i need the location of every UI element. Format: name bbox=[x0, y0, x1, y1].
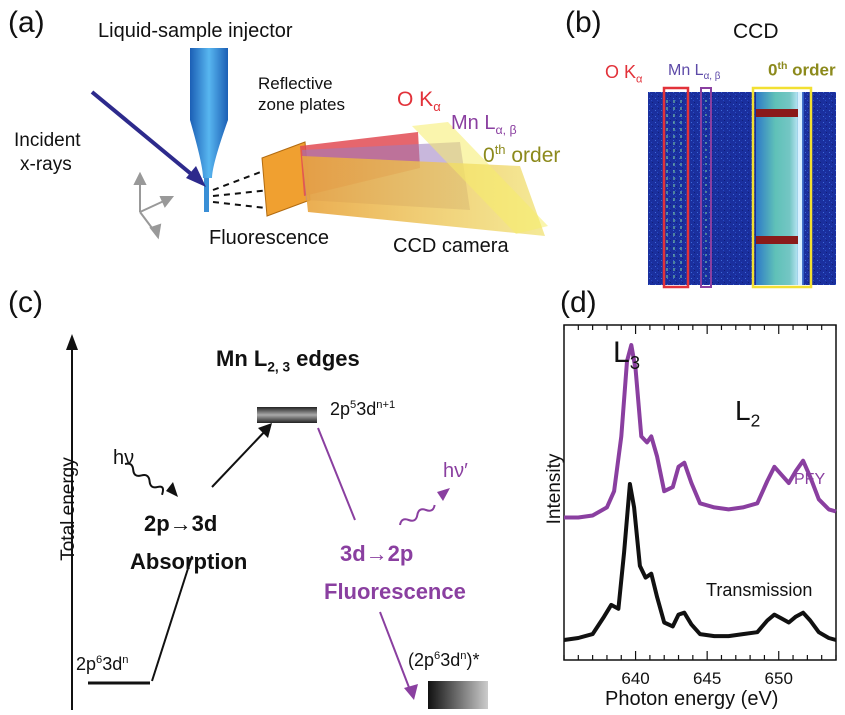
fluorescence-process-label: Fluorescence bbox=[324, 579, 466, 604]
panel-d-label: (d) bbox=[560, 286, 597, 319]
zeroth-box bbox=[751, 86, 813, 289]
mnl-box bbox=[700, 87, 712, 288]
incident-label-2: x-rays bbox=[20, 154, 72, 175]
incoming-photon-wave bbox=[124, 462, 164, 496]
hv-prime-label: hν′ bbox=[443, 460, 468, 482]
x-tick-label: 645 bbox=[693, 669, 721, 688]
ccd-camera-plane bbox=[412, 122, 548, 234]
series-transmission-line bbox=[563, 482, 837, 642]
panel-a-zeroth-label: 0th order bbox=[483, 142, 561, 167]
final-state-label: (2p63dn)* bbox=[408, 650, 480, 670]
panel-c-label: (c) bbox=[8, 286, 43, 319]
zone-plates-label-1: Reflective bbox=[258, 74, 333, 93]
panel-b-ok-label: O Kα bbox=[605, 62, 643, 86]
panel-b-mnl-label: Mn Lα, β bbox=[668, 62, 721, 83]
ccd-title: CCD bbox=[733, 20, 779, 43]
excited-state-label: 2p53dn+1 bbox=[330, 399, 396, 419]
absorption-transition: 2p→3d bbox=[144, 511, 218, 536]
outgoing-photon-wave bbox=[399, 504, 436, 526]
panel-a-label: (a) bbox=[8, 6, 45, 39]
chart-frame bbox=[563, 324, 837, 661]
x-tick-label: 650 bbox=[765, 669, 793, 688]
absorption-arrow-head bbox=[258, 423, 272, 438]
energy-axis-arrow bbox=[66, 334, 78, 350]
ground-state-label: 2p63dn bbox=[76, 654, 129, 674]
liquid-jet bbox=[204, 178, 209, 212]
absorption-label: Absorption bbox=[130, 549, 248, 574]
axes-icon bbox=[133, 171, 175, 240]
edges-title: Mn L2, 3 edges bbox=[216, 346, 360, 375]
ccd-mask-bottom bbox=[756, 236, 798, 244]
pfy-legend: PFY bbox=[794, 471, 826, 488]
fluorescence-label: Fluorescence bbox=[209, 227, 330, 249]
incident-arrow-head bbox=[186, 166, 206, 187]
ok-box bbox=[662, 86, 690, 289]
fluorescence-transition: 3d→2p bbox=[340, 541, 414, 566]
fluorescence-arrow-head bbox=[404, 684, 418, 700]
x-tick-label: 640 bbox=[621, 669, 649, 688]
l2-label: L2 bbox=[735, 395, 761, 431]
panel-b-label: (b) bbox=[565, 6, 602, 39]
chart-ylabel: Intensity bbox=[544, 453, 565, 525]
chart-xlabel: Photon energy (eV) bbox=[605, 688, 779, 710]
excited-state-level bbox=[257, 407, 317, 423]
ccd-mask-top bbox=[756, 109, 798, 117]
ccd-camera-label: CCD camera bbox=[393, 235, 509, 257]
panel-b-zeroth-label: 0th order bbox=[768, 60, 836, 80]
panel-a-mnl-label: Mn Lα, β bbox=[451, 112, 517, 137]
l3-label: L3 bbox=[613, 336, 641, 373]
incident-label-1: Incident bbox=[14, 130, 81, 151]
chart-plot-area: 640 645 650 bbox=[563, 324, 837, 688]
final-state-level bbox=[428, 681, 488, 709]
series-pfy-line bbox=[564, 343, 837, 520]
zone-plates-label-2: zone plates bbox=[258, 95, 345, 114]
injector-nozzle bbox=[190, 48, 228, 178]
panel-a-ok-label: O Kα bbox=[397, 88, 441, 115]
transmission-legend: Transmission bbox=[706, 580, 813, 600]
injector-label: Liquid-sample injector bbox=[98, 20, 293, 42]
hv-label: hν bbox=[113, 447, 135, 469]
